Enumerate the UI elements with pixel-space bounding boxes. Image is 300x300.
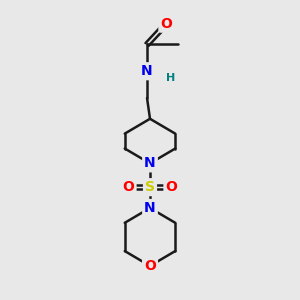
Text: S: S — [145, 180, 155, 194]
Text: O: O — [166, 180, 177, 194]
Text: H: H — [166, 73, 176, 83]
Text: N: N — [144, 201, 156, 215]
Text: N: N — [144, 156, 156, 170]
Text: N: N — [141, 64, 153, 78]
Text: O: O — [160, 17, 172, 31]
Text: O: O — [144, 259, 156, 273]
Text: O: O — [123, 180, 134, 194]
